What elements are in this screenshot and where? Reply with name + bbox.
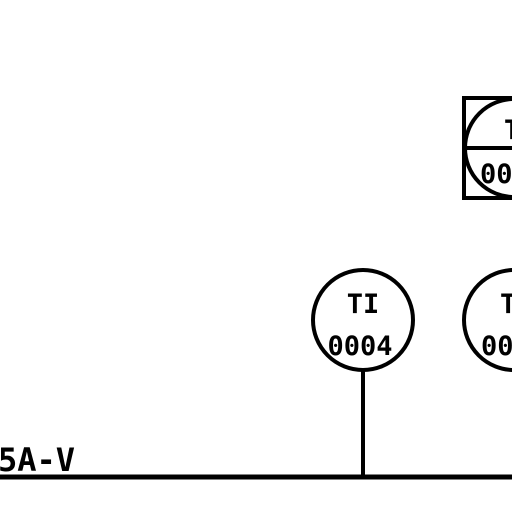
instrument-number-label: 0004 [327,331,392,362]
instrument-bubble-ti-0004[interactable]: TI 0004 [311,268,415,477]
instrument-bubble-shared-display[interactable]: T 00 [462,96,512,200]
process-line-label: 5A-V [0,441,75,479]
instrument-circle [462,268,512,372]
instrument-circle [311,268,415,372]
instrument-function-label: T [500,289,512,320]
instrument-number-label: 00 [481,331,512,362]
instrument-function-label: T [504,115,512,146]
instrument-bubble-partial[interactable]: T 00 [462,268,512,372]
instrument-circle [463,97,512,199]
instrument-function-label: TI [347,289,380,320]
instrument-number-label: 00 [480,159,512,190]
